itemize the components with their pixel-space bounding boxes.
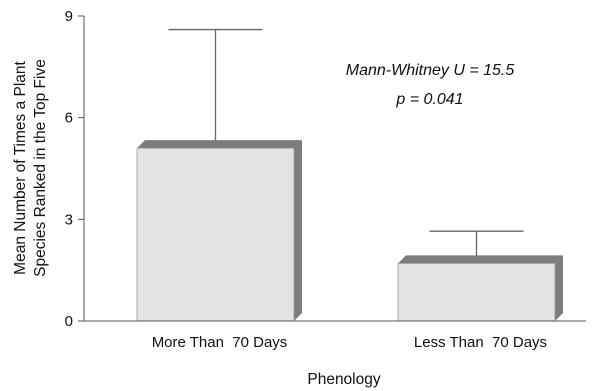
x-axis-title: Phenology bbox=[307, 371, 381, 388]
y-tick-label: 3 bbox=[65, 211, 73, 228]
y-axis-title-line-1: Mean Number of Times a Plant bbox=[12, 60, 29, 274]
bar-top-face bbox=[398, 255, 563, 264]
y-tick-label: 0 bbox=[65, 313, 73, 330]
bar bbox=[397, 262, 556, 322]
bar-side-face bbox=[555, 255, 563, 321]
x-category-label: Less Than 70 Days bbox=[414, 334, 547, 351]
y-tick-label: 9 bbox=[65, 8, 73, 25]
x-category-label: More Than 70 Days bbox=[152, 334, 288, 351]
annotation-p-value: p = 0.041 bbox=[395, 91, 463, 108]
bar-group bbox=[136, 28, 302, 322]
bar-top-face bbox=[137, 140, 302, 149]
bars bbox=[136, 28, 563, 322]
x-axis: More Than 70 Days Less Than 70 Days bbox=[84, 320, 586, 351]
bar-side-face bbox=[294, 140, 302, 321]
y-tick-label: 6 bbox=[65, 110, 73, 127]
y-axis: 0 3 6 9 bbox=[65, 8, 85, 330]
annotation-mann-whitney: Mann-Whitney U = 15.5 bbox=[346, 62, 515, 79]
bar-group bbox=[397, 230, 563, 322]
y-axis-title-line-2: Species Ranked in the Top Five bbox=[32, 59, 49, 277]
bar bbox=[136, 147, 295, 322]
